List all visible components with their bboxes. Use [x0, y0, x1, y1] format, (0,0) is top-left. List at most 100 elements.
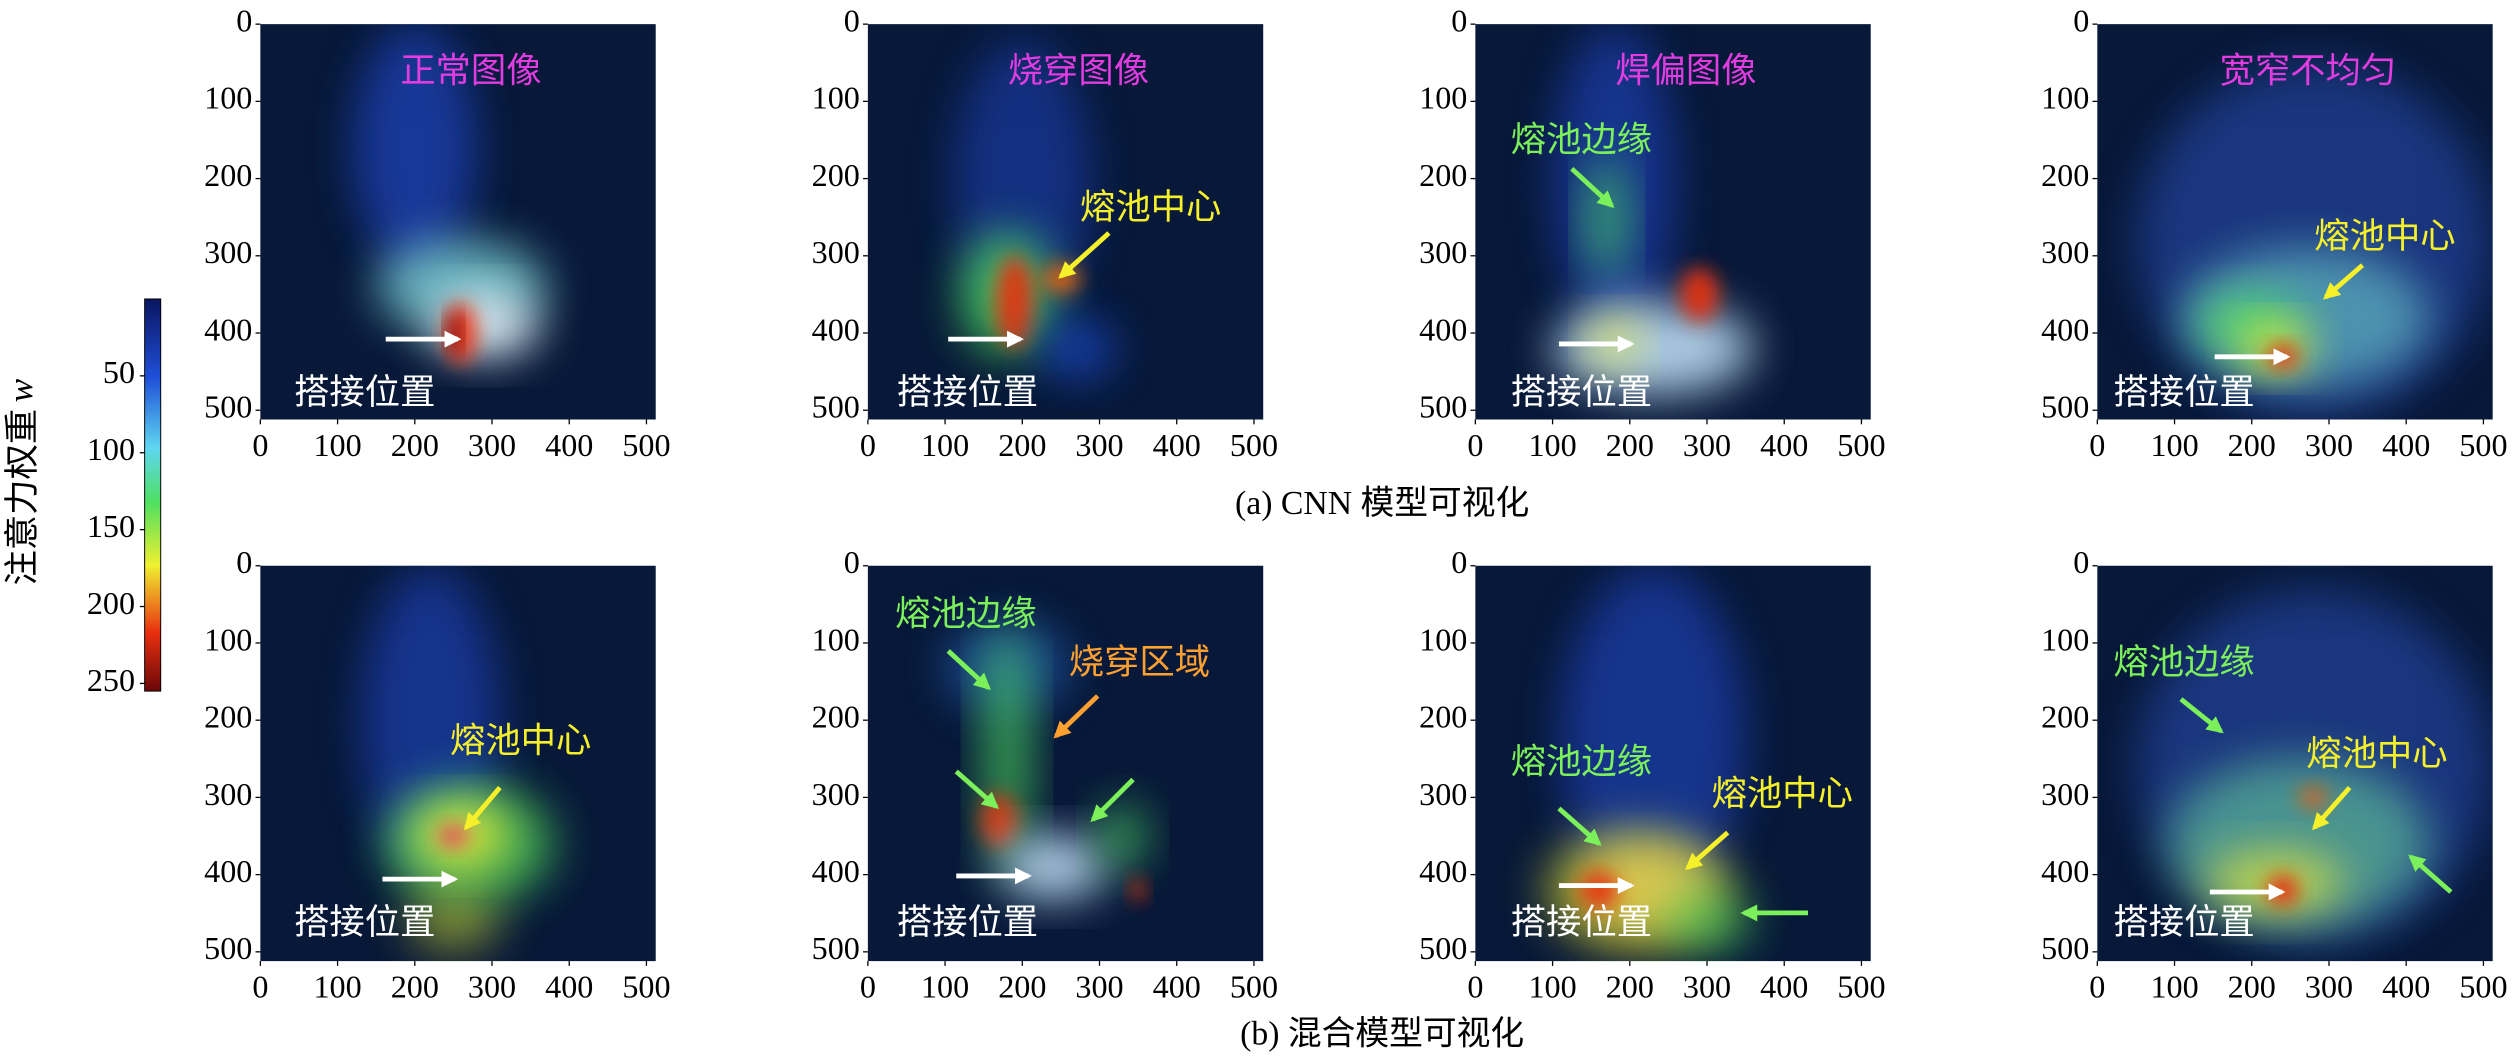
arrow: [463, 785, 502, 831]
y-tick-label: 0: [1451, 3, 1467, 39]
y-tick-label: 300: [204, 776, 252, 812]
x-tick-label: 300: [468, 968, 516, 1004]
y-tick-label: 400: [204, 853, 252, 889]
colorbar-variable: w: [0, 378, 40, 402]
x-tick-label: 200: [998, 427, 1046, 463]
y-tick-label: 0: [2073, 544, 2089, 580]
arrow: [954, 769, 999, 810]
arrow: [1557, 806, 1602, 847]
heat-blob: [1037, 317, 1115, 380]
x-tick-label: 0: [252, 968, 268, 1004]
heat-blob: [979, 793, 1019, 848]
y-tick-label: 200: [1419, 157, 1467, 193]
x-tick-label: 300: [1683, 427, 1731, 463]
heatmap: [952, 39, 1115, 380]
heat-blob: [2298, 785, 2329, 809]
panel: 0 100 200 300 400 5000100200300400500宽窄不均匀熔池中…: [2041, 3, 2507, 463]
y-tick-label: 500: [204, 930, 252, 966]
x-tick-label: 0: [2089, 968, 2105, 1004]
heatmap: [2135, 588, 2492, 945]
y-tick-label: 100: [1419, 80, 1467, 116]
panel-title: 焊偏图像: [1615, 50, 1756, 91]
y-tick-label: 500: [204, 389, 252, 425]
y-tick-label: 100: [2041, 80, 2089, 116]
colorbar-label: 注意力权重 w: [0, 378, 43, 585]
x-tick-label: 100: [2150, 968, 2198, 1004]
x-tick-label: 100: [1528, 427, 1576, 463]
annotation: 搭接位置: [897, 902, 1038, 943]
y-tick-label: 100: [204, 80, 252, 116]
annotation: 熔池边缘: [895, 594, 1036, 635]
annotation: 搭接位置: [1511, 372, 1652, 413]
y-tick-label: 300: [812, 776, 860, 812]
y-tick-label: 0: [236, 3, 252, 39]
y-tick-label: 300: [812, 234, 860, 270]
x-tick-label: 300: [2305, 968, 2353, 1004]
heat-blob: [995, 255, 1034, 349]
x-tick-label: 100: [2150, 427, 2198, 463]
heat-blob: [1679, 267, 1719, 322]
y-tick-label: 400: [1419, 853, 1467, 889]
y-tick-label: 100: [812, 80, 860, 116]
annotation: 熔池中心: [1712, 774, 1853, 815]
colorbar-tick-label: 200: [87, 585, 135, 621]
x-tick-label: 300: [1075, 427, 1123, 463]
x-tick-label: 500: [622, 427, 670, 463]
x-tick-label: 200: [1606, 968, 1654, 1004]
x-tick-label: 400: [545, 427, 593, 463]
x-tick-label: 300: [468, 427, 516, 463]
x-tick-label: 500: [2459, 427, 2507, 463]
heatmap: [1552, 24, 1754, 395]
y-tick-label: 0: [844, 3, 860, 39]
heatmap: [360, 565, 554, 952]
arrow: [1053, 694, 1100, 739]
y-tick-label: 200: [812, 157, 860, 193]
y-tick-label: 200: [2041, 157, 2089, 193]
colorbar: [144, 298, 162, 692]
arrow: [1684, 830, 1730, 871]
y-tick-label: 100: [2041, 621, 2089, 657]
annotation: 烧穿区域: [1069, 642, 1210, 683]
arrow: [2179, 697, 2224, 734]
y-tick-label: 500: [812, 930, 860, 966]
y-tick-label: 400: [2041, 853, 2089, 889]
heat-blob: [999, 836, 1108, 898]
x-tick-label: 500: [622, 968, 670, 1004]
heat-blob: [1041, 263, 1081, 295]
panel-title: 正常图像: [400, 50, 541, 91]
y-tick-label: 500: [812, 389, 860, 425]
colorbar-label-text: 注意力权重: [2, 409, 43, 586]
arrow: [2322, 263, 2365, 300]
y-tick-label: 100: [1419, 621, 1467, 657]
x-tick-label: 400: [1760, 968, 1808, 1004]
x-tick-label: 400: [1153, 968, 1201, 1004]
y-tick-label: 0: [844, 544, 860, 580]
x-tick-label: 500: [1230, 968, 1278, 1004]
heat-blob: [1660, 890, 1754, 952]
heat-blob: [1130, 878, 1146, 902]
annotation: 熔池中心: [2314, 216, 2455, 257]
x-tick-label: 400: [1760, 427, 1808, 463]
y-tick-label: 300: [2041, 234, 2089, 270]
y-tick-label: 300: [1419, 776, 1467, 812]
x-tick-label: 500: [1230, 427, 1278, 463]
y-tick-label: 200: [2041, 699, 2089, 735]
x-tick-label: 100: [1528, 968, 1576, 1004]
heat-blob: [437, 824, 469, 848]
y-tick-label: 0: [236, 544, 252, 580]
y-tick-label: 500: [1419, 389, 1467, 425]
x-tick-label: 0: [860, 968, 876, 1004]
x-tick-label: 100: [921, 427, 969, 463]
x-tick-label: 300: [1683, 968, 1731, 1004]
y-tick-label: 400: [812, 311, 860, 347]
x-tick-label: 200: [1606, 427, 1654, 463]
y-tick-label: 500: [1419, 930, 1467, 966]
annotation: 搭接位置: [294, 902, 435, 943]
panel: 0 100 200 300 400 5000100200300400500烧穿图像熔池中心…: [812, 3, 1278, 463]
annotation: 搭接位置: [294, 372, 435, 413]
annotation: 搭接位置: [1511, 902, 1652, 943]
arrow: [946, 649, 991, 691]
x-tick-label: 100: [313, 968, 361, 1004]
